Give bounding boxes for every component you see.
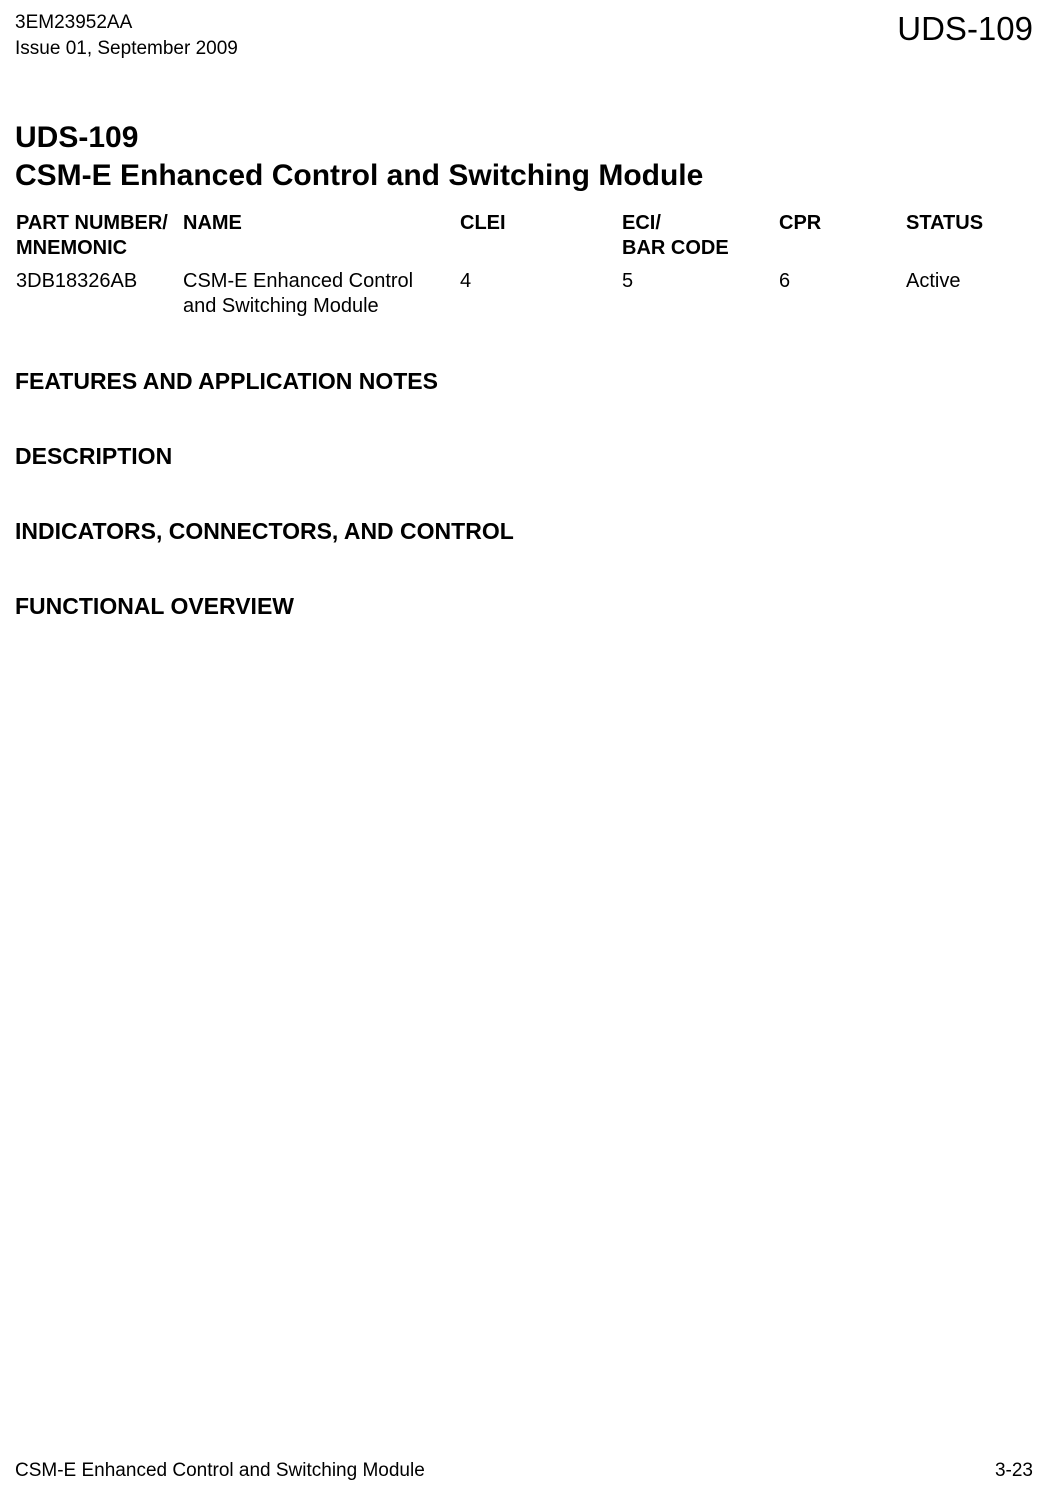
col-header-part-l1: PART NUMBER/ xyxy=(16,212,168,234)
header-left: 3EM23952AA Issue 01, September 2009 xyxy=(15,10,238,61)
cell-part: 3DB18326AB xyxy=(15,267,182,320)
parts-table: PART NUMBER/ MNEMONIC NAME CLEI ECI/ BAR… xyxy=(15,210,1033,320)
main-title: UDS-109 CSM-E Enhanced Control and Switc… xyxy=(15,119,1033,194)
table-row: 3DB18326AB CSM-E Enhanced Control and Sw… xyxy=(15,267,1033,320)
cell-cpr: 6 xyxy=(778,267,905,320)
cell-name-l1: CSM-E Enhanced Control xyxy=(183,270,413,292)
page-footer: CSM-E Enhanced Control and Switching Mod… xyxy=(15,1460,1033,1482)
cell-name: CSM-E Enhanced Control and Switching Mod… xyxy=(182,267,459,320)
col-header-part-l2: MNEMONIC xyxy=(16,237,127,259)
page: 3EM23952AA Issue 01, September 2009 UDS-… xyxy=(0,0,1048,1502)
cell-eci: 5 xyxy=(621,267,778,320)
footer-right: 3-23 xyxy=(995,1460,1033,1482)
issue-line: Issue 01, September 2009 xyxy=(15,36,238,62)
col-header-cpr: CPR xyxy=(778,210,905,267)
section-features: FEATURES AND APPLICATION NOTES xyxy=(15,368,1033,395)
col-header-status: STATUS xyxy=(905,210,1033,267)
cell-status: Active xyxy=(905,267,1033,320)
col-header-eci: ECI/ BAR CODE xyxy=(621,210,778,267)
cell-clei: 4 xyxy=(459,267,621,320)
table-header-row: PART NUMBER/ MNEMONIC NAME CLEI ECI/ BAR… xyxy=(15,210,1033,267)
header-right-code: UDS-109 xyxy=(897,10,1033,48)
page-header: 3EM23952AA Issue 01, September 2009 UDS-… xyxy=(15,10,1033,61)
col-header-part: PART NUMBER/ MNEMONIC xyxy=(15,210,182,267)
page-content: UDS-109 CSM-E Enhanced Control and Switc… xyxy=(15,119,1033,1460)
section-functional: FUNCTIONAL OVERVIEW xyxy=(15,593,1033,620)
col-header-eci-l1: ECI/ xyxy=(622,212,661,234)
doc-number: 3EM23952AA xyxy=(15,10,238,36)
col-header-name: NAME xyxy=(182,210,459,267)
title-line1: UDS-109 xyxy=(15,119,1033,157)
footer-left: CSM-E Enhanced Control and Switching Mod… xyxy=(15,1460,425,1482)
title-line2: CSM-E Enhanced Control and Switching Mod… xyxy=(15,157,1033,195)
section-indicators: INDICATORS, CONNECTORS, AND CONTROL xyxy=(15,518,1033,545)
section-description: DESCRIPTION xyxy=(15,443,1033,470)
cell-name-l2: and Switching Module xyxy=(183,295,379,317)
col-header-clei: CLEI xyxy=(459,210,621,267)
col-header-eci-l2: BAR CODE xyxy=(622,237,729,259)
